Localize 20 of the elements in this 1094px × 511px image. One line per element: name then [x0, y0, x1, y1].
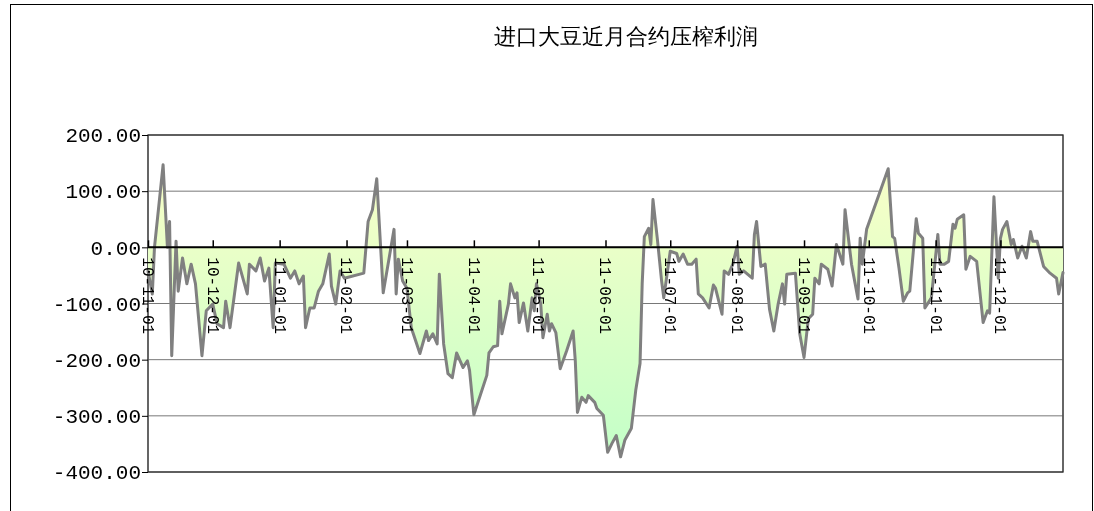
x-tick-label: 11-03-01 — [396, 257, 415, 335]
x-tick-label: 11-07-01 — [660, 257, 679, 335]
x-tick-label: 11-11-01 — [925, 257, 944, 335]
y-tick-label: -300.00 — [52, 406, 141, 430]
y-tick-label: 100.00 — [65, 181, 141, 205]
x-tick-label: 11-01-01 — [269, 257, 288, 335]
x-tick-label: 11-08-01 — [727, 257, 746, 335]
x-tick-label: 11-10-01 — [858, 257, 877, 335]
y-tick-label: 0.00 — [90, 237, 141, 261]
x-tick-label: 11-09-01 — [793, 257, 812, 335]
y-tick-label: 200.00 — [65, 125, 141, 149]
y-tick-label: -400.00 — [52, 462, 141, 486]
x-tick-label: 10-12-01 — [202, 257, 221, 335]
x-tick-label: 11-02-01 — [336, 257, 355, 335]
x-tick-label: 11-12-01 — [990, 257, 1009, 335]
x-tick-label: 11-04-01 — [463, 257, 482, 335]
y-tick-label: -200.00 — [52, 349, 141, 373]
x-tick-label: 11-05-01 — [528, 257, 547, 335]
chart-title: 进口大豆近月合约压榨利润 — [493, 24, 758, 49]
x-tick-label: 11-06-01 — [595, 257, 614, 335]
